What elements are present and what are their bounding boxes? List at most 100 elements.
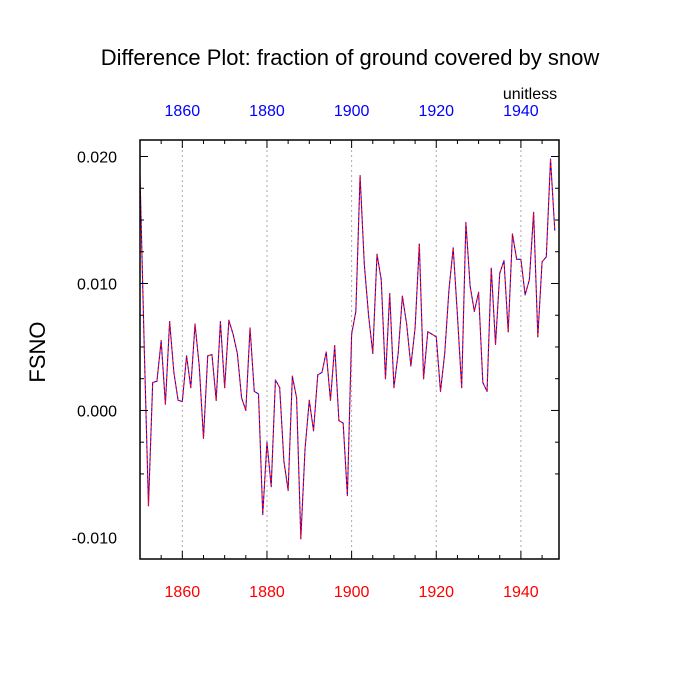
data-point-1879	[262, 513, 264, 516]
data-point-1911	[397, 352, 399, 354]
series-line-b	[139, 158, 556, 540]
data-point-1880	[266, 441, 268, 443]
data-point-1906	[376, 253, 378, 255]
data-point-1929	[473, 310, 475, 313]
y-tick-label--0.010: -0.010	[72, 530, 117, 547]
x-tick-label-top-1920: 1920	[418, 103, 454, 120]
data-point-1924	[452, 247, 454, 249]
data-point-1939	[516, 258, 518, 260]
series-layer	[139, 158, 556, 540]
data-point-1905	[372, 352, 374, 354]
data-point-1928	[469, 285, 471, 287]
data-point-1948	[554, 229, 556, 231]
data-point-1876	[249, 327, 251, 329]
data-point-1867	[211, 353, 213, 356]
data-point-1853	[152, 381, 154, 384]
data-point-1883	[279, 386, 281, 389]
data-point-1927	[465, 221, 467, 224]
ticks-layer: 1860 1860 1880 1880 1900 1900 1920 1920 1940 1940…	[72, 103, 559, 601]
chart-title: Difference Plot: fraction of ground cove…	[101, 45, 600, 70]
data-point-1860	[181, 400, 183, 403]
data-point-1915	[414, 327, 416, 329]
data-point-1943	[533, 211, 535, 213]
data-point-1861	[185, 355, 188, 357]
data-point-1862	[190, 386, 192, 389]
y-tick-label-0.010: 0.010	[77, 276, 117, 293]
data-point-1896	[334, 345, 336, 347]
data-point-1935	[499, 272, 501, 274]
x-tick-label-bottom-1920: 1920	[418, 584, 454, 601]
data-point-1858	[173, 371, 175, 373]
data-point-1870	[224, 386, 226, 389]
data-point-1901	[355, 310, 357, 313]
data-point-1946	[545, 256, 547, 258]
data-point-1884	[283, 460, 285, 462]
units-label: unitless	[503, 86, 557, 103]
data-point-1864	[198, 365, 200, 367]
data-point-1866	[207, 355, 209, 357]
data-point-1919	[431, 333, 433, 335]
data-point-1910	[393, 386, 395, 389]
x-tick-label-top-1940: 1940	[503, 103, 539, 120]
data-point-1916	[418, 243, 420, 245]
data-point-1938	[511, 233, 514, 235]
data-point-1857	[169, 320, 171, 323]
data-point-1856	[164, 403, 166, 405]
data-point-1865	[202, 437, 205, 439]
data-point-1900	[351, 333, 353, 335]
data-point-1873	[236, 352, 238, 354]
data-point-1909	[389, 293, 391, 295]
data-point-1877	[253, 390, 255, 392]
data-point-1918	[427, 331, 429, 333]
data-point-1871	[228, 319, 230, 321]
data-point-1891	[312, 430, 315, 432]
data-point-1937	[507, 331, 509, 333]
data-point-1923	[448, 289, 450, 291]
data-point-1945	[541, 261, 543, 263]
data-point-1885	[287, 489, 289, 492]
data-point-1930	[477, 291, 480, 293]
data-point-1855	[160, 340, 162, 342]
data-point-1936	[503, 260, 505, 262]
data-point-1859	[177, 399, 179, 401]
data-point-1944	[537, 336, 539, 338]
y-tick-label-0.020: 0.020	[77, 150, 117, 167]
data-point-1925	[456, 314, 459, 316]
data-point-1904	[367, 314, 370, 316]
x-tick-label-bottom-1940: 1940	[503, 584, 539, 601]
data-point-1863	[194, 323, 196, 325]
data-point-1903	[363, 263, 365, 266]
data-point-1947	[549, 158, 552, 160]
data-point-1852	[147, 505, 150, 507]
data-point-1933	[490, 267, 492, 269]
data-point-1854	[156, 380, 158, 382]
data-point-1881	[270, 486, 272, 488]
data-point-1872	[232, 333, 234, 335]
data-point-1913	[406, 323, 408, 325]
data-point-1868	[215, 399, 217, 401]
data-point-1940	[520, 258, 522, 260]
data-point-1897	[338, 420, 340, 422]
data-point-1875	[245, 409, 247, 412]
data-point-1917	[422, 378, 425, 380]
data-point-1888	[300, 538, 302, 540]
data-point-1892	[317, 374, 319, 376]
data-point-1922	[444, 352, 446, 354]
data-point-1907	[380, 279, 382, 281]
x-tick-label-top-1900: 1900	[334, 103, 370, 120]
data-point-1874	[240, 397, 243, 399]
data-point-1934	[494, 343, 497, 346]
data-point-1887	[295, 397, 298, 399]
x-tick-label-bottom-1860: 1860	[165, 584, 201, 601]
data-point-1894	[325, 351, 327, 353]
data-point-1926	[461, 386, 463, 389]
series-line-a	[139, 158, 556, 540]
x-tick-label-bottom-1900: 1900	[334, 584, 370, 601]
data-point-1914	[410, 365, 412, 367]
data-point-1869	[219, 320, 222, 323]
data-point-1890	[308, 399, 310, 401]
data-point-1920	[435, 336, 437, 338]
data-point-1912	[401, 295, 404, 297]
y-tick-label-0.000: 0.000	[77, 403, 117, 420]
